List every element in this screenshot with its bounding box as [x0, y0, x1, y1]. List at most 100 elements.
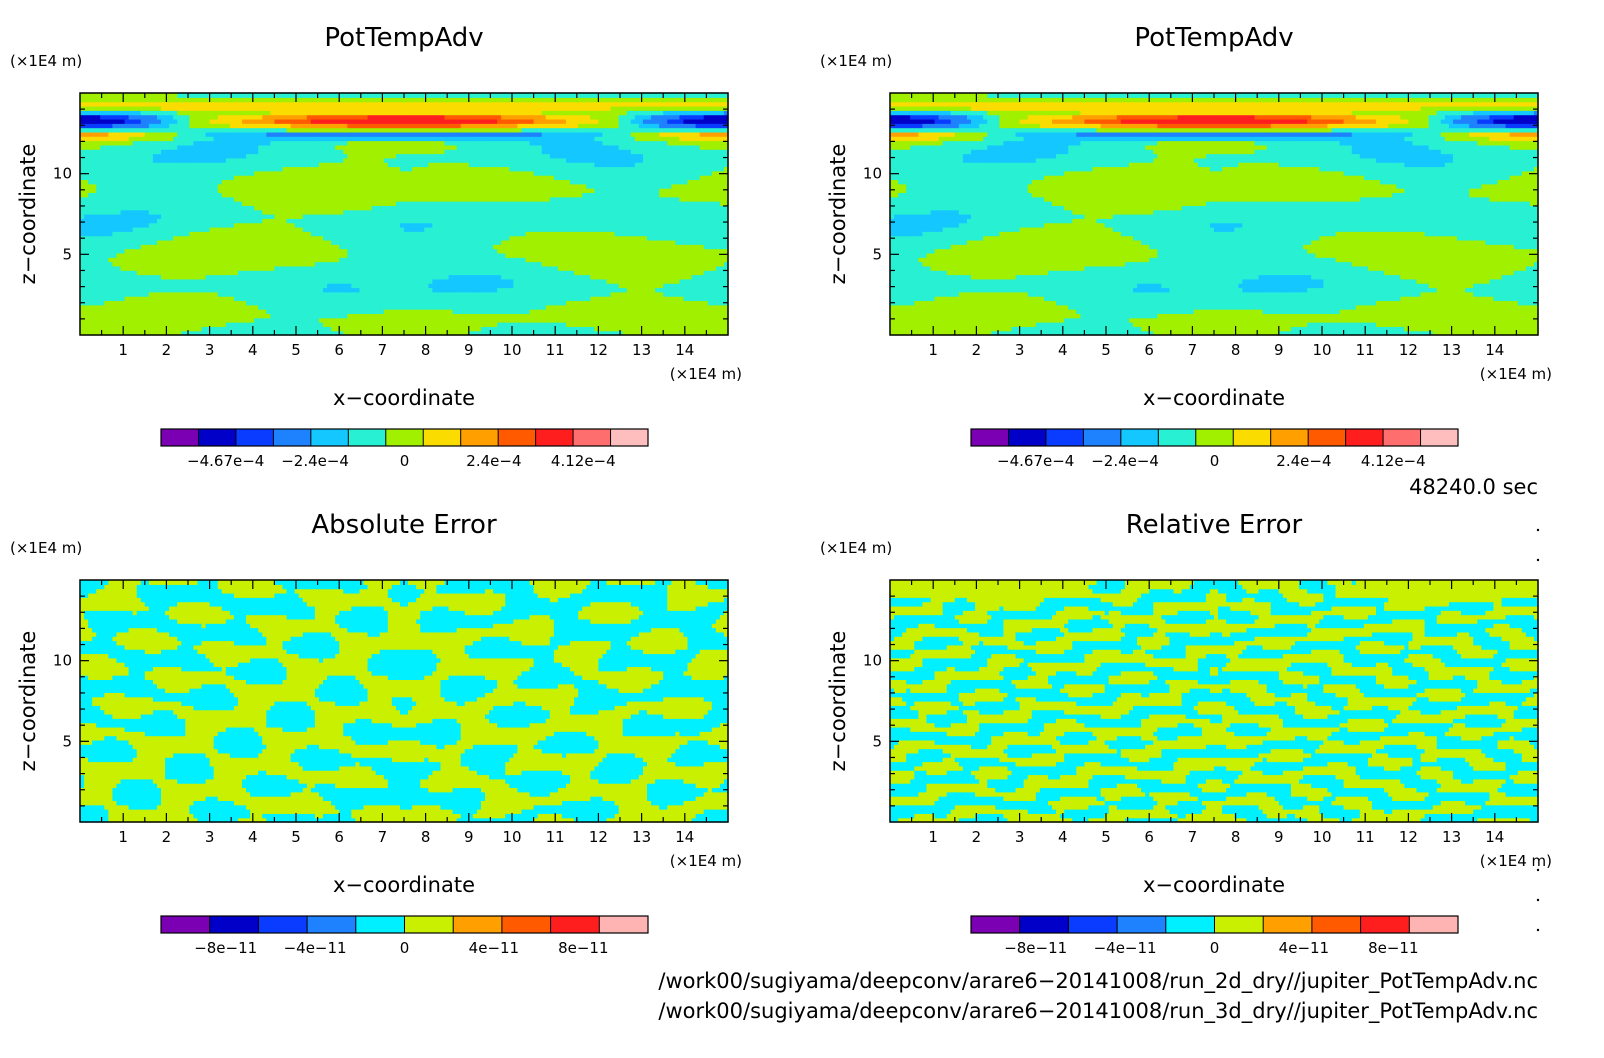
field-cell — [92, 287, 97, 292]
field-cell — [416, 287, 421, 292]
field-cell — [679, 326, 684, 331]
field-cell — [157, 296, 162, 301]
field-cell — [526, 296, 531, 301]
field-cell — [108, 309, 113, 314]
field-cell — [364, 262, 369, 267]
field-cell — [88, 296, 93, 301]
field-cell — [218, 266, 223, 271]
field-cell — [181, 266, 186, 271]
field-cell — [562, 275, 567, 280]
field-cell — [116, 296, 121, 301]
field-cell — [129, 262, 134, 267]
field-cell — [647, 270, 652, 275]
field-cell — [428, 275, 433, 280]
field-cell — [712, 292, 717, 297]
field-cell — [173, 266, 178, 271]
field-cell — [96, 266, 101, 271]
field-cell — [683, 270, 688, 275]
field-cell — [704, 296, 709, 301]
field-cell — [412, 300, 417, 305]
field-cell — [708, 296, 713, 301]
field-cell — [299, 283, 304, 288]
field-cell — [400, 270, 405, 275]
field-cell — [108, 313, 113, 318]
field-cell — [303, 318, 308, 323]
field-cell — [643, 266, 648, 271]
field-cell — [517, 270, 522, 275]
field-cell — [432, 318, 437, 323]
field-cell — [258, 326, 263, 331]
field-cell — [92, 283, 97, 288]
field-cell — [485, 292, 490, 297]
field-cell — [586, 287, 591, 292]
field-cell — [153, 296, 158, 301]
field-cell — [242, 322, 247, 327]
field-cell — [202, 279, 207, 284]
field-cell — [534, 292, 539, 297]
field-cell — [283, 266, 288, 271]
field-cell — [461, 287, 466, 292]
field-cell — [526, 292, 531, 297]
field-cell — [189, 266, 194, 271]
field-cell — [173, 296, 178, 301]
field-cell — [335, 262, 340, 267]
field-cell — [696, 287, 701, 292]
field-cell — [574, 322, 579, 327]
field-cell — [177, 279, 182, 284]
field-cell — [262, 279, 267, 284]
field-cell — [125, 322, 130, 327]
field-cell — [538, 300, 543, 305]
field-cell — [315, 300, 320, 305]
field-cell — [254, 287, 259, 292]
field-cell — [262, 296, 267, 301]
field-cell — [607, 322, 612, 327]
field-cell — [574, 287, 579, 292]
field-cell — [295, 266, 300, 271]
field-cell — [380, 292, 385, 297]
field-cell — [246, 305, 251, 310]
field-cell — [372, 326, 377, 331]
field-cell — [453, 262, 458, 267]
field-cell — [477, 296, 482, 301]
field-cell — [291, 262, 296, 267]
field-cell — [615, 305, 620, 310]
field-cell — [712, 283, 717, 288]
field-cell — [663, 275, 668, 280]
field-cell — [712, 270, 717, 275]
field-cell — [222, 279, 227, 284]
field-cell — [675, 287, 680, 292]
field-cell — [104, 292, 109, 297]
field-cell — [210, 283, 215, 288]
field-cell — [615, 270, 620, 275]
field-cell — [173, 270, 178, 275]
field-cell — [206, 266, 211, 271]
field-cell — [404, 279, 409, 284]
field-cell — [485, 318, 490, 323]
field-cell — [594, 266, 599, 271]
field-cell — [404, 300, 409, 305]
field-cell — [112, 287, 117, 292]
field-cell — [197, 287, 202, 292]
field-cell — [526, 275, 531, 280]
field-cell — [242, 318, 247, 323]
field-cell — [590, 262, 595, 267]
field-cell — [655, 322, 660, 327]
field-cell — [445, 292, 450, 297]
field-cell — [364, 326, 369, 331]
field-cell — [550, 287, 555, 292]
field-cell — [274, 283, 279, 288]
field-cell — [627, 318, 632, 323]
field-cell — [534, 275, 539, 280]
field-cell — [659, 279, 664, 284]
field-cell — [708, 305, 713, 310]
field-cell — [538, 313, 543, 318]
field-cell — [570, 318, 575, 323]
field-cell — [542, 270, 547, 275]
field-cell — [129, 266, 134, 271]
field-cell — [92, 270, 97, 275]
field-cell — [185, 305, 190, 310]
field-cell — [287, 270, 292, 275]
field-cell — [671, 292, 676, 297]
field-cell — [129, 292, 134, 297]
field-cell — [242, 279, 247, 284]
